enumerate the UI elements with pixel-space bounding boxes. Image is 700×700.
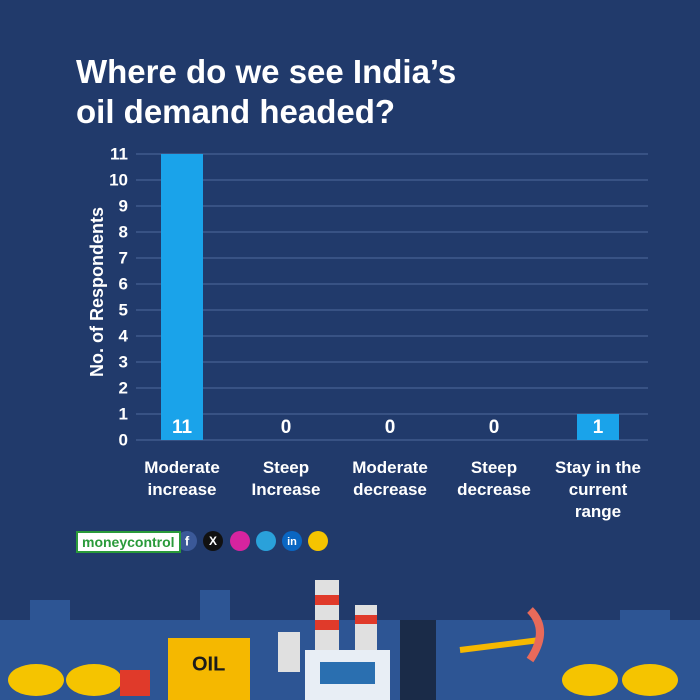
social-icon[interactable]: in [287, 536, 297, 548]
x-tick-label: Moderate increase [144, 458, 220, 499]
bar [161, 154, 203, 440]
y-tick-label: 6 [119, 274, 128, 293]
social-icon[interactable]: f [185, 533, 190, 548]
y-tick-label: 2 [119, 378, 128, 397]
x-tick-label: Steep Increase [251, 458, 321, 499]
value-label: 0 [281, 417, 292, 438]
social-icon[interactable]: X [209, 534, 217, 548]
y-tick-label: 10 [109, 170, 128, 189]
social-icons: f X in [177, 531, 328, 551]
brand-logo[interactable]: moneycontrol [76, 531, 181, 553]
bar [577, 414, 619, 440]
y-tick-label: 9 [119, 196, 128, 215]
chart-title: Where do we see India’s oil demand heade… [76, 53, 457, 130]
y-tick-label: 5 [119, 300, 128, 319]
y-tick-label: 7 [119, 248, 128, 267]
y-tick-label: 8 [119, 222, 128, 241]
value-label: 1 [593, 417, 604, 438]
x-tick-label: Steep decrease [457, 458, 531, 499]
value-label: 0 [489, 417, 500, 438]
y-tick-label: 3 [119, 352, 128, 371]
y-tick-label: 1 [119, 404, 128, 423]
y-axis-label: No. of Respondents [87, 207, 107, 377]
value-label: 0 [385, 417, 396, 438]
value-label: 11 [172, 417, 193, 438]
y-tick-label: 4 [119, 326, 129, 345]
barrel-label: OIL [192, 653, 225, 675]
x-tick-label: Stay in the current range [555, 458, 641, 521]
y-tick-label: 11 [110, 144, 128, 163]
illustration: OIL [0, 580, 700, 700]
x-tick-label: Moderate decrease [352, 458, 428, 499]
y-tick-label: 0 [119, 430, 128, 449]
